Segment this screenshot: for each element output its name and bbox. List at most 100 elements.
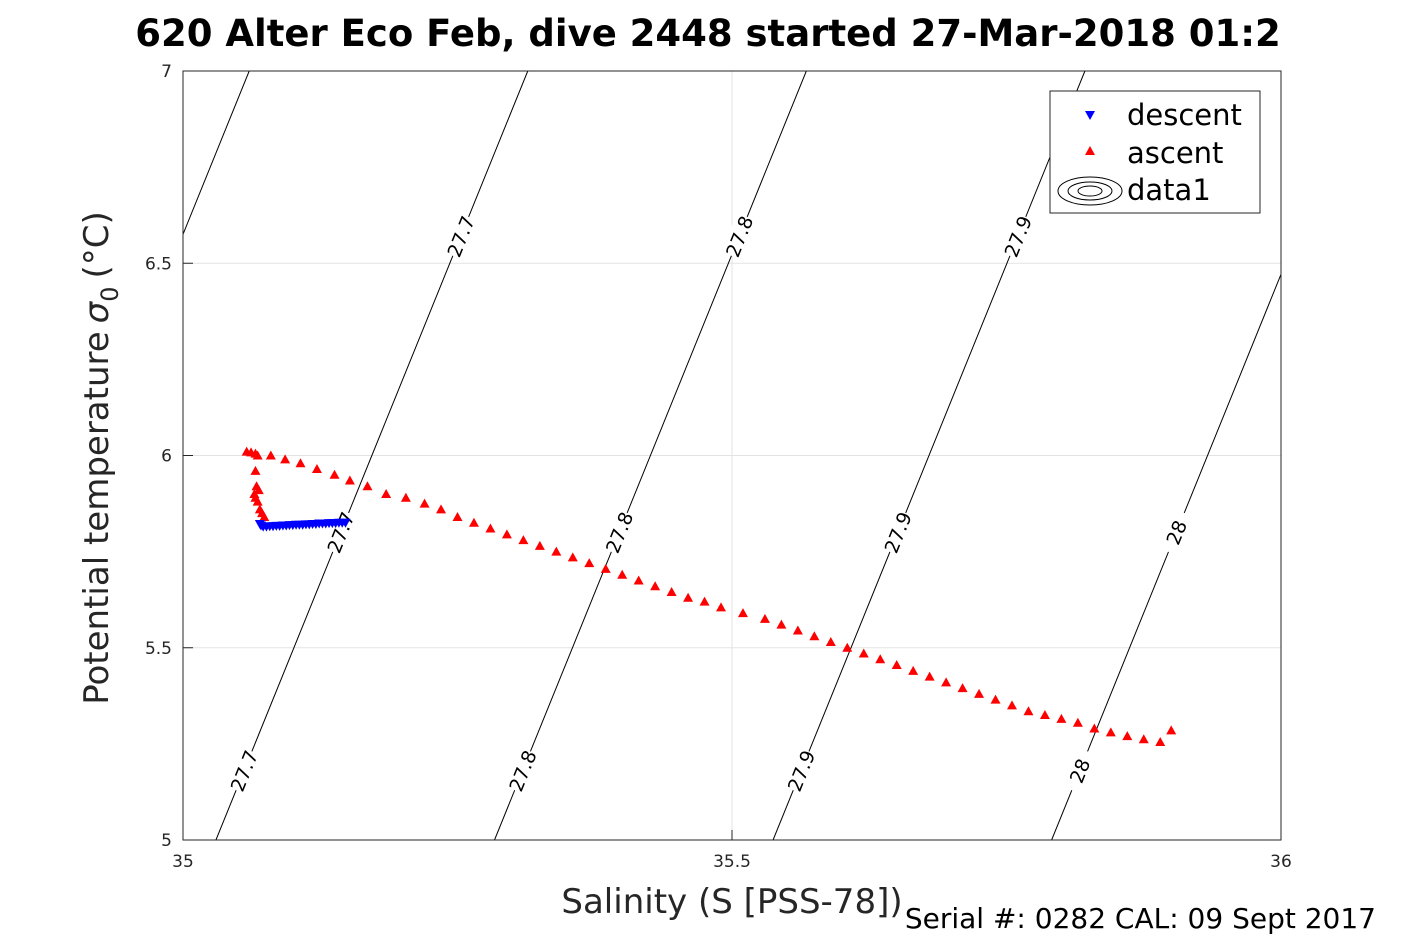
descent-series bbox=[254, 518, 351, 532]
y-axis-label-text: Potential temperature bbox=[77, 331, 117, 704]
ascent-point bbox=[280, 454, 291, 464]
ascent-point bbox=[250, 465, 261, 475]
y-axis-label-subscript: 0 bbox=[96, 286, 124, 301]
x-tick-label: 35 bbox=[172, 852, 194, 872]
ascent-point bbox=[1039, 710, 1050, 720]
ascent-point bbox=[400, 492, 411, 502]
ascent-point bbox=[990, 694, 1001, 704]
contour-label-bg bbox=[1061, 747, 1098, 795]
descent-point bbox=[340, 518, 351, 528]
ascent-point bbox=[551, 546, 562, 556]
legend-descent-label: descent bbox=[1127, 98, 1242, 132]
y-axis-label: Potential temperature σ0 (°C) bbox=[77, 211, 124, 705]
y-axis-label-symbol: σ bbox=[77, 300, 117, 323]
legend: descent ascent data1 bbox=[1049, 90, 1261, 214]
ascent-point bbox=[908, 665, 919, 675]
ascent-point bbox=[452, 512, 463, 522]
ascent-point bbox=[974, 688, 985, 698]
ascent-point bbox=[842, 642, 853, 652]
ascent-point bbox=[253, 485, 264, 495]
ascent-point bbox=[858, 648, 869, 658]
ascent-point bbox=[875, 654, 886, 664]
ascent-point bbox=[666, 586, 677, 596]
isopycnal-line bbox=[494, 71, 807, 840]
ascent-point bbox=[825, 636, 836, 646]
contour-label-bg bbox=[879, 508, 916, 556]
ascent-point bbox=[265, 450, 276, 460]
ascent-point bbox=[1072, 717, 1083, 727]
ascent-point bbox=[1138, 734, 1149, 744]
ascent-point bbox=[699, 596, 710, 606]
ascent-point bbox=[1006, 700, 1017, 710]
density-contours bbox=[183, 71, 1417, 840]
legend-descent-marker bbox=[1085, 111, 1095, 120]
ascent-point bbox=[600, 563, 611, 573]
ascent-point bbox=[344, 475, 355, 485]
ascent-point bbox=[1089, 723, 1100, 733]
ascent-point bbox=[650, 581, 661, 591]
ascent-point bbox=[776, 619, 787, 629]
ascent-point bbox=[957, 683, 968, 693]
legend-ascent-label: ascent bbox=[1127, 136, 1223, 170]
ascent-point bbox=[941, 677, 952, 687]
ascent-series bbox=[241, 446, 1177, 746]
ascent-point bbox=[759, 613, 770, 623]
y-axis-label-unit: (°C) bbox=[77, 211, 117, 278]
x-tick-label: 36 bbox=[1270, 852, 1292, 872]
ascent-point bbox=[1155, 736, 1166, 746]
ascent-point bbox=[924, 671, 935, 681]
ascent-point bbox=[1105, 727, 1116, 737]
isopycnal-line bbox=[215, 71, 529, 840]
contour-label-bg bbox=[999, 212, 1036, 260]
y-tick-label: 5.5 bbox=[145, 639, 172, 659]
ascent-point bbox=[329, 469, 340, 479]
ascent-point bbox=[809, 631, 820, 641]
ascent-point bbox=[683, 592, 694, 602]
ascent-point bbox=[567, 552, 578, 562]
ascent-point bbox=[295, 458, 306, 468]
ascent-point bbox=[1122, 731, 1133, 741]
ascent-point bbox=[485, 523, 496, 533]
x-tick-label: 35.5 bbox=[713, 852, 751, 872]
contour-label-bg bbox=[721, 212, 758, 260]
ascent-point bbox=[501, 529, 512, 539]
y-tick-label: 7 bbox=[161, 62, 172, 82]
y-tick-label: 6.5 bbox=[145, 254, 172, 274]
y-tick-label: 5 bbox=[161, 831, 172, 851]
contour-label-bg bbox=[225, 747, 263, 795]
isopycnal-line bbox=[772, 71, 1086, 840]
ascent-point bbox=[518, 535, 529, 545]
ascent-point bbox=[792, 625, 803, 635]
ascent-point bbox=[584, 558, 595, 568]
ascent-point bbox=[891, 660, 902, 670]
contour-label-bg bbox=[783, 747, 820, 795]
isopycnal-line bbox=[183, 71, 250, 236]
chart-title: 620 Alter Eco Feb, dive 2448 started 27-… bbox=[135, 12, 1280, 55]
ascent-point bbox=[252, 496, 263, 506]
isopycnal-line bbox=[1330, 71, 1417, 840]
ascent-point bbox=[534, 540, 545, 550]
ascent-point bbox=[419, 498, 430, 508]
ascent-point bbox=[311, 463, 322, 473]
ascent-point bbox=[737, 608, 748, 618]
legend-data1-label: data1 bbox=[1127, 173, 1211, 207]
ascent-point bbox=[716, 602, 727, 612]
ascent-point bbox=[1056, 713, 1067, 723]
ascent-point bbox=[436, 504, 447, 514]
legend-ascent-marker bbox=[1085, 146, 1095, 155]
x-axis-label: Salinity (S [PSS-78]) bbox=[561, 882, 902, 922]
y-axis-ticks: 5 5.5 6 6.5 7 bbox=[145, 62, 193, 851]
legend-box bbox=[1049, 90, 1261, 214]
y-tick-label: 6 bbox=[161, 447, 172, 467]
contour-label-bg bbox=[1158, 508, 1195, 556]
serial-calibration-footer: Serial #: 0282 CAL: 09 Sept 2017 bbox=[905, 902, 1376, 935]
contour-label-bg bbox=[601, 508, 638, 556]
x-axis-ticks: 35 35.5 36 bbox=[172, 830, 1292, 872]
ascent-point bbox=[381, 488, 392, 498]
ascent-point bbox=[362, 481, 373, 491]
contour-label-bg bbox=[322, 508, 359, 556]
isopycnal-line bbox=[1051, 273, 1281, 840]
ascent-point bbox=[1023, 706, 1034, 716]
ascent-point bbox=[468, 517, 479, 527]
